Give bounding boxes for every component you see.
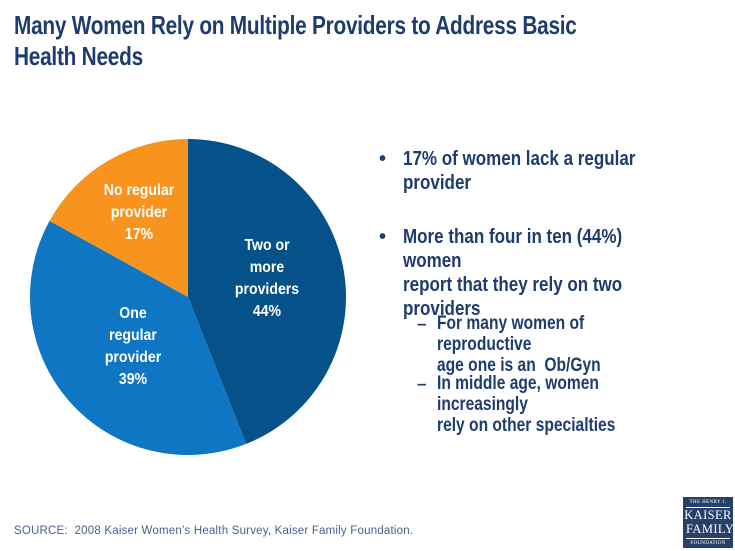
sub-bullet-item-2: – In middle age, women increasingly rely… (372, 373, 735, 436)
kff-logo: THE HENRY J. KAISER FAMILY FOUNDATION (683, 497, 735, 548)
bullet-icon: • (379, 226, 387, 248)
pie-slice-one-regular-provider (29, 220, 247, 455)
bullet-icon: • (379, 148, 387, 170)
logo-top-text: THE HENRY J. (686, 500, 730, 508)
pie-chart: Two or more providers 44% One regular pro… (28, 139, 348, 459)
pie-label-no-regular-provider: No regular provider 17% (103, 182, 175, 243)
logo-family-wrap: FAMILY (686, 522, 735, 539)
pie-label-two-or-more-providers: Two or more providers 44% (234, 237, 300, 320)
dash-icon: – (417, 374, 427, 393)
pie-svg (29, 139, 346, 455)
sub-bullet-text-1: For many women of reproductive age one i… (437, 313, 601, 376)
bullet-text-2: More than four in ten (44%) women report… (403, 226, 623, 320)
pie-slice-no-regular-provider (49, 139, 188, 297)
logo-kaiser-text: KAISER (684, 508, 732, 522)
pie-slice-two-or-more-providers (188, 139, 346, 444)
sub-bullet-item-1: – For many women of reproductive age one… (372, 313, 735, 376)
bullet-item-2: • More than four in ten (44%) women repo… (372, 225, 735, 321)
logo-bottom-text: FOUNDATION (690, 541, 726, 546)
source-note: SOURCE: 2008 Kaiser Women’s Health Surve… (14, 525, 414, 537)
pie-label-one-regular-provider: One regular provider 39% (104, 305, 162, 388)
sub-bullet-text-2: In middle age, women increasingly rely o… (437, 373, 616, 436)
dash-icon: – (417, 314, 427, 333)
bullet-item-1: • 17% of women lack a regular provider (372, 147, 676, 195)
page-title: Many Women Rely on Multiple Providers to… (14, 10, 577, 71)
logo-family-text: FAMILY (686, 522, 735, 536)
bullet-text-1: 17% of women lack a regular provider (403, 148, 636, 194)
